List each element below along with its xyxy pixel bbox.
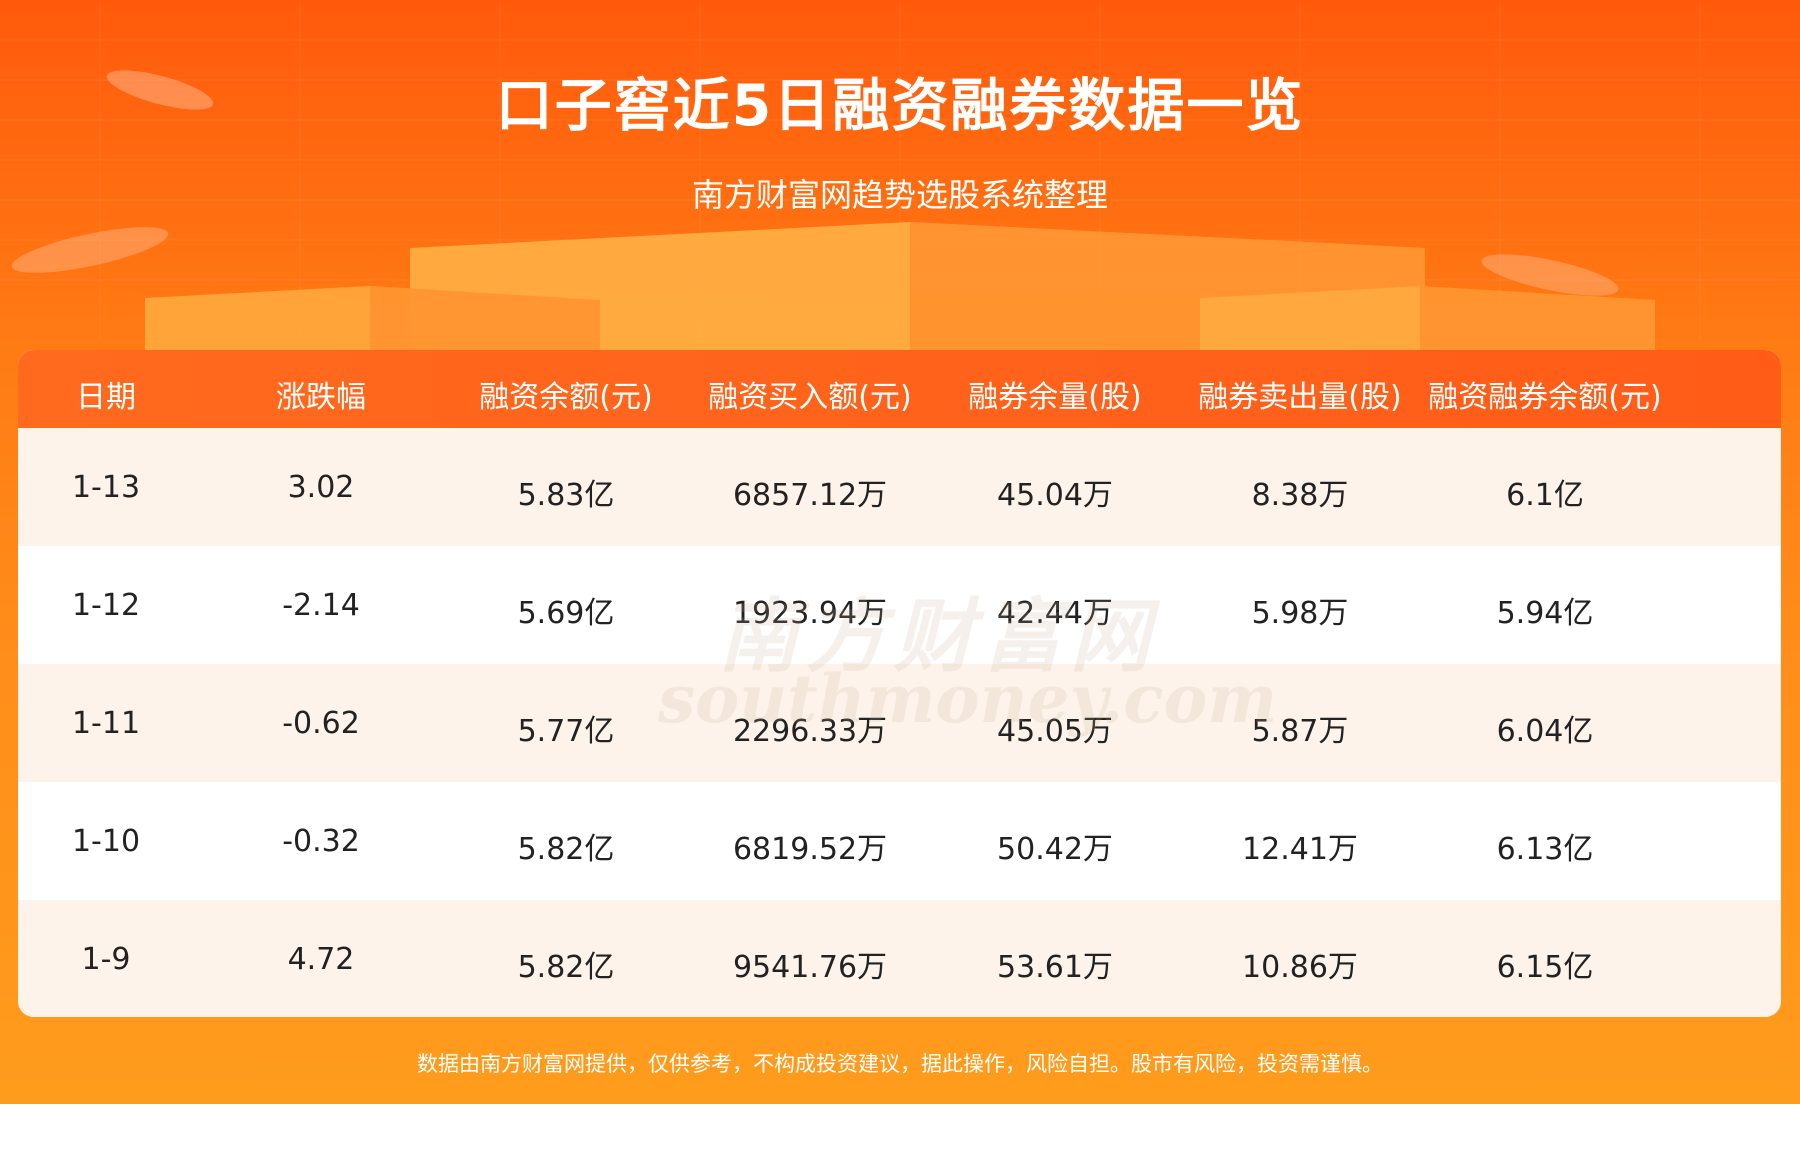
table-cell: 3.02 xyxy=(287,470,355,505)
footer: 数据由南方财富网提供，仅供参考，不构成投资建议，据此操作，风险自担。股市有风险，… xyxy=(417,1052,1383,1076)
table-row: 1-10 -0.32 5.82亿 6819.52万 50.42万 12.41万 6.13亿 xyxy=(18,782,1781,900)
table-cell: 1923.94万 xyxy=(732,596,888,631)
table-row: 1-13 3.02 5.83亿 6857.12万 45.04万 8.38万 6.1亿 xyxy=(18,428,1781,546)
table-cell: 1-11 xyxy=(71,706,141,741)
table-cell: 10.86万 xyxy=(1242,950,1358,985)
watermark: 南方财富网 xyxy=(718,590,1158,683)
table-cell: 1-9 xyxy=(81,942,131,977)
table-cell: 45.04万 xyxy=(997,478,1113,513)
table-cell: 5.77亿 xyxy=(517,714,615,749)
table-cell: 5.83亿 xyxy=(517,478,615,513)
table-header: 日期 涨跌幅 融资余额(元) 融资买入额(元) 融券余量(股) 融券卖出量(股) 融资融券余… xyxy=(18,350,1781,428)
table-cell: 5.94亿 xyxy=(1496,596,1594,631)
column-header: 涨跌幅 xyxy=(276,380,366,415)
table-cell: -2.14 xyxy=(282,588,360,623)
table-cell: -0.32 xyxy=(282,824,360,859)
table-cell: 42.44万 xyxy=(997,596,1113,631)
table-cell: 6.1亿 xyxy=(1506,478,1584,513)
table-cell: 1-13 xyxy=(71,470,141,505)
table-cell: 6857.12万 xyxy=(732,478,888,513)
table-row: 1-12 -2.14 5.69亿 1923.94万 42.44万 5.98万 5.94亿 xyxy=(18,546,1781,664)
table-cell: 6.15亿 xyxy=(1496,950,1594,985)
column-header: 融资余额(元) xyxy=(479,380,653,415)
table-cell: 6.04亿 xyxy=(1496,714,1594,749)
title: 口子窖近5日融资融券数据一览 xyxy=(495,73,1305,139)
table: 日期 涨跌幅 融资余额(元) 融资买入额(元) 融券余量(股) 融券卖出量(股) 融资融券余… xyxy=(18,350,1781,1017)
table-cell: 5.87万 xyxy=(1251,714,1349,749)
table-cell: 1-10 xyxy=(71,824,141,859)
column-header: 融资买入额(元) xyxy=(708,380,912,415)
table-cell: 6.13亿 xyxy=(1496,832,1594,867)
table-cell: 12.41万 xyxy=(1242,832,1358,867)
table-cell: 53.61万 xyxy=(997,950,1113,985)
table-cell: 5.98万 xyxy=(1251,596,1349,631)
table-cell: 50.42万 xyxy=(997,832,1113,867)
table-cell: 5.82亿 xyxy=(517,950,615,985)
decoration xyxy=(0,0,1800,350)
table-cell: 4.72 xyxy=(287,942,355,977)
table-cell: 8.38万 xyxy=(1251,478,1349,513)
table-cell: 45.05万 xyxy=(997,714,1113,749)
table-row: 1-9 4.72 5.82亿 9541.76万 53.61万 10.86万 6.15亿 xyxy=(18,900,1781,1017)
column-header: 融券卖出量(股) xyxy=(1198,380,1402,415)
column-header: 日期 xyxy=(76,380,136,415)
table-cell: 5.69亿 xyxy=(517,596,615,631)
table-cell: 1-12 xyxy=(71,588,141,623)
column-header: 融券余量(股) xyxy=(968,380,1142,415)
table-cell: 6819.52万 xyxy=(732,832,888,867)
table-cell: -0.62 xyxy=(282,706,360,741)
subtitle: 南方财富网趋势选股系统整理 xyxy=(691,176,1108,214)
column-header: 融资融券余额(元) xyxy=(1428,380,1662,415)
table-cell: 2296.33万 xyxy=(732,714,888,749)
table-cell: 5.82亿 xyxy=(517,832,615,867)
table-row: 1-11 -0.62 5.77亿 2296.33万 45.05万 5.87万 6.04亿 xyxy=(18,664,1781,782)
table-cell: 9541.76万 xyxy=(732,950,888,985)
watermark: southmoney.com xyxy=(658,660,1278,738)
